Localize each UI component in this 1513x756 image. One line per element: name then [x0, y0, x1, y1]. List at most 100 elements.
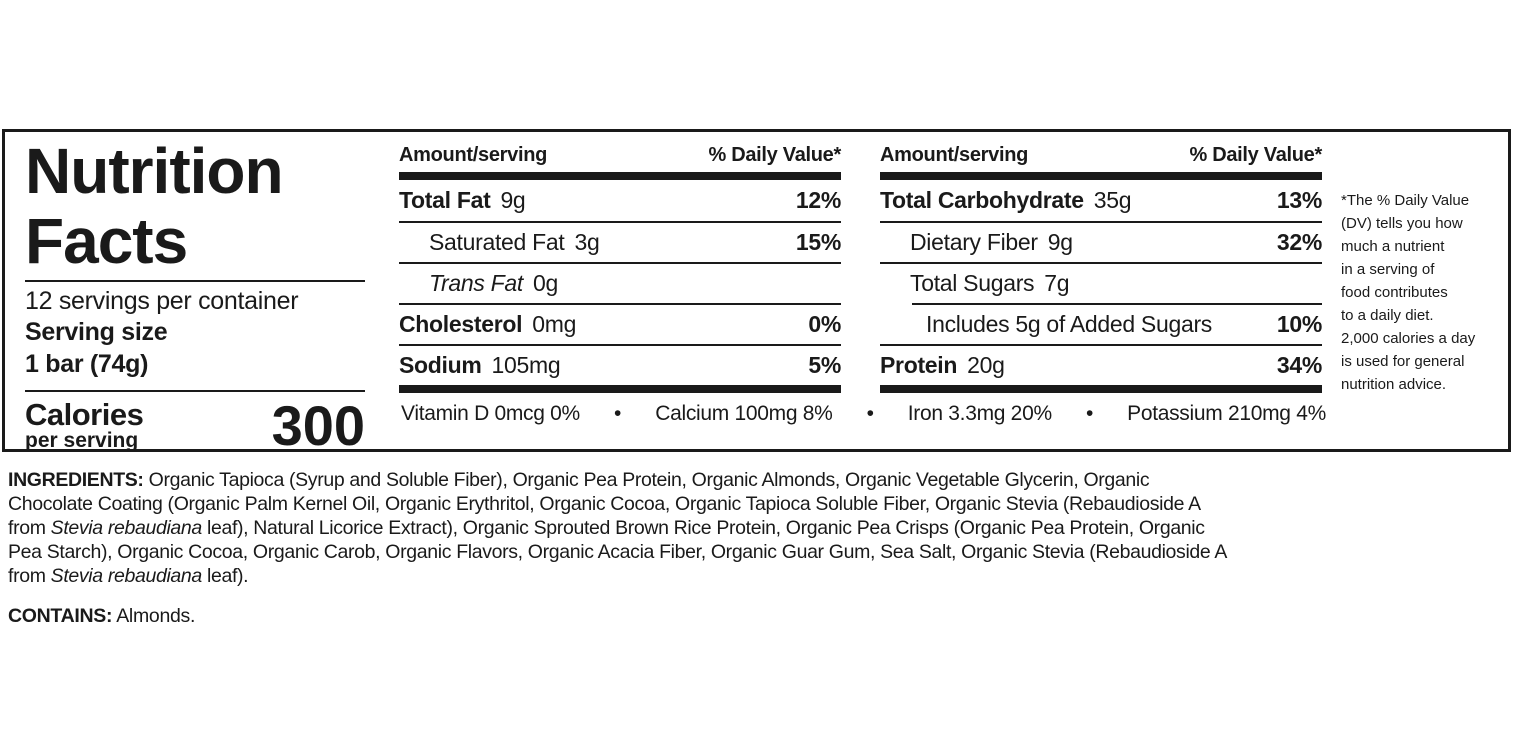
ingredients-line: INGREDIENTS: Organic Tapioca (Syrup and …: [8, 468, 1508, 492]
daily-value-footnote: *The % Daily Value (DV) tells you how much…: [1341, 189, 1506, 396]
header-amount: Amount/serving: [880, 144, 1029, 166]
bullet-separator: •: [1085, 402, 1093, 425]
nutrient-amount: 20g: [967, 352, 1005, 378]
footnote-line: in a serving of: [1341, 261, 1435, 278]
vitamin-item: Iron 3.3mg 20%: [907, 402, 1052, 425]
nutrient-name: Total Fat: [399, 187, 491, 213]
servings-per-container: 12 servings per container: [25, 287, 299, 315]
nutrient-label: Includes 5g of Added Sugars: [926, 311, 1212, 338]
nutrient-name: Protein: [880, 352, 958, 378]
nutrient-label: Cholesterol 0mg: [399, 311, 576, 338]
ingredients-line: from Stevia rebaudiana leaf), Natural Li…: [8, 516, 1508, 540]
nutrient-name: Sodium: [399, 352, 482, 378]
nutrient-row: Saturated Fat 3g 15%: [399, 221, 841, 262]
vitamin-item: Calcium 100mg 8%: [655, 402, 833, 425]
nutrient-amount: 9g: [1047, 229, 1073, 255]
calories-value: 300: [271, 394, 365, 457]
header-amount: Amount/serving: [399, 144, 548, 166]
nutrition-summary: Nutrition Facts 12 servings per containe…: [25, 132, 365, 456]
nutrient-row: Sodium 105mg 5%: [399, 344, 841, 385]
serving-size-label: Serving size: [25, 318, 168, 346]
ingredients-line: from Stevia rebaudiana leaf).: [8, 564, 1508, 588]
ingredients-text: from: [8, 565, 51, 587]
nutrient-amount: 7g: [1044, 270, 1070, 296]
header-daily-value: % Daily Value*: [708, 144, 841, 166]
nutrient-name: Cholesterol: [399, 311, 523, 337]
nutrient-label: Total Carbohydrate 35g: [880, 187, 1132, 214]
nutrient-label: Dietary Fiber 9g: [880, 229, 1073, 256]
thick-divider: [880, 385, 1322, 393]
nutrient-label: Total Sugars 7g: [880, 270, 1070, 297]
footnote-line: nutrition advice.: [1341, 376, 1447, 393]
nutrition-facts-panel: Nutrition Facts 12 servings per containe…: [2, 129, 1511, 456]
nutrient-row: Cholesterol 0mg 0%: [399, 303, 841, 344]
nutrient-amount: 0g: [533, 270, 558, 296]
footnote-line: to a daily diet.: [1341, 307, 1434, 324]
bullet-separator: •: [614, 402, 622, 425]
nutrient-daily-value: 0%: [808, 311, 841, 337]
calories-label: Calories: [25, 397, 144, 432]
nutrient-name: Dietary Fiber: [910, 229, 1038, 255]
footnote-line: (DV) tells you how: [1341, 215, 1463, 232]
nutrient-name: Total Carbohydrate: [880, 187, 1084, 213]
nutrient-label: Saturated Fat 3g: [399, 229, 600, 256]
footnote-line: *The % Daily Value: [1341, 192, 1470, 209]
nutrient-name: Trans Fat: [429, 270, 524, 296]
ingredients-text: Chocolate Coating (Organic Palm Kernel O…: [8, 493, 1201, 515]
nutrient-row: Includes 5g of Added Sugars 10%: [912, 303, 1322, 344]
calories-block: Calories per serving 300: [25, 396, 365, 456]
nutrient-row: Trans Fat 0g: [399, 262, 841, 303]
contains-label: CONTAINS:: [8, 605, 113, 627]
allergen-statement: CONTAINS: Almonds.: [8, 605, 195, 628]
nutrient-amount: 105mg: [491, 352, 561, 378]
nutrient-row: Total Sugars 7g: [880, 262, 1322, 303]
bullet-separator: •: [866, 402, 874, 425]
ingredients-line: Pea Starch), Organic Cocoa, Organic Caro…: [8, 540, 1508, 564]
divider: [25, 390, 365, 392]
nutrient-row: Total Carbohydrate 35g 13%: [880, 180, 1322, 221]
nutrient-amount: 35g: [1093, 187, 1132, 213]
header-daily-value: % Daily Value*: [1189, 144, 1322, 166]
divider: [25, 280, 365, 282]
nutrient-daily-value: 32%: [1276, 229, 1322, 255]
contains-value: Almonds.: [112, 605, 196, 627]
nutrient-amount: 3g: [574, 229, 600, 255]
nutrient-label: Total Fat 9g: [399, 187, 526, 214]
nutrient-amount: 9g: [500, 187, 526, 213]
column-header: Amount/serving % Daily Value*: [880, 132, 1322, 180]
vitamins-minerals-row: Vitamin D 0mcg 0% • Calcium 100mg 8% • Iron …: [401, 402, 1326, 426]
ingredients-text: Pea Starch), Organic Cocoa, Organic Caro…: [8, 541, 1228, 563]
ingredients-text: Organic Tapioca (Syrup and Soluble Fiber…: [143, 469, 1150, 491]
footnote-line: food contributes: [1341, 284, 1448, 301]
nutrient-daily-value: 13%: [1276, 187, 1322, 213]
nutrient-amount: 0mg: [532, 311, 577, 337]
nutrient-daily-value: 12%: [795, 187, 841, 213]
footnote-line: much a nutrient: [1341, 238, 1445, 255]
ingredients-text: Stevia rebaudiana: [50, 565, 203, 587]
ingredients-text: leaf).: [201, 565, 249, 587]
nutrient-row: Dietary Fiber 9g 32%: [880, 221, 1322, 262]
footnote-line: 2,000 calories a day: [1341, 330, 1476, 347]
nutrient-row: Total Fat 9g 12%: [399, 180, 841, 221]
nutrient-daily-value: 5%: [808, 352, 841, 378]
ingredients-list: INGREDIENTS: Organic Tapioca (Syrup and …: [8, 468, 1508, 588]
thick-divider: [399, 385, 841, 393]
nutrient-label: Trans Fat 0g: [399, 270, 558, 297]
ingredients-text: from: [8, 517, 51, 539]
nutrient-column-2: Amount/serving % Daily Value* Total Carboh…: [880, 132, 1322, 393]
calories-sublabel: per serving: [25, 429, 139, 452]
ingredients-text: Stevia rebaudiana: [50, 517, 203, 539]
nutrient-label: Protein 20g: [880, 352, 1005, 379]
nutrient-column-1: Amount/serving % Daily Value* Total Fat 9g 1…: [399, 132, 841, 393]
title-facts: Facts: [25, 205, 188, 277]
column-header: Amount/serving % Daily Value*: [399, 132, 841, 180]
serving-size-value: 1 bar (74g): [25, 350, 149, 378]
footnote-line: is used for general: [1341, 353, 1465, 370]
vitamin-item: Potassium 210mg 4%: [1127, 402, 1326, 425]
nutrient-daily-value: 34%: [1276, 352, 1322, 378]
nutrient-name: Saturated Fat: [429, 229, 565, 255]
nutrient-name: Includes 5g of Added Sugars: [926, 311, 1213, 337]
nutrient-daily-value: 10%: [1276, 311, 1322, 337]
nutrient-row: Protein 20g 34%: [880, 344, 1322, 385]
ingredients-line: Chocolate Coating (Organic Palm Kernel O…: [8, 492, 1508, 516]
